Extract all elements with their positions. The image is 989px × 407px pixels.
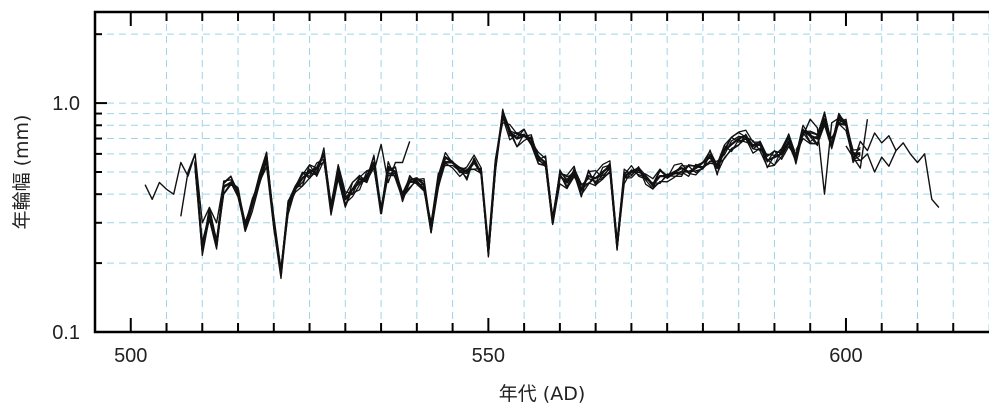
series-layer [144,108,940,280]
x-tick-label: 600 [829,345,862,367]
x-tick-label: 500 [114,345,147,367]
ring-width-series-line [373,141,411,184]
ring-width-series-line [795,117,940,208]
y-tick-label: 1.0 [52,93,80,115]
tick-labels: 500 550 600 0.1 1.0 [52,93,862,367]
axes [93,10,989,334]
ring-width-series-line [852,150,897,173]
ring-width-series-line [144,153,239,224]
ring-width-series-line [194,115,861,271]
x-tick-label: 550 [472,345,505,367]
y-tick-label: 0.1 [52,322,80,344]
ring-width-series-line [180,153,196,217]
grid-lines [94,12,989,332]
x-axis-title: 年代 (AD) [499,383,586,405]
ring-width-mean-line [194,114,861,275]
ring-width-series-line [845,119,869,169]
ring-width-series-line [194,110,861,276]
y-axis-title: 年輪幅 (mm) [11,115,33,230]
